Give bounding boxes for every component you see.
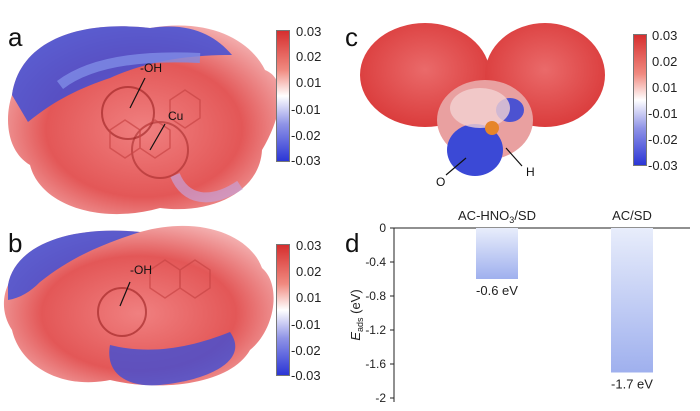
panel-d-bar-chart: 0 -0.4 -0.8 -1.2 -1.6 -2 Eads (eV) AC-HNO3/SD -… <box>348 208 690 405</box>
colorbar-c <box>633 34 647 166</box>
colorbar-a-tick: 0.03 <box>296 24 322 39</box>
callout-b-oh-arrow <box>119 281 131 307</box>
callout-a-oh-arrow <box>129 77 146 109</box>
colorbar-b <box>276 244 290 376</box>
colorbar-b-tick: -0.01 <box>291 317 321 332</box>
bar <box>476 228 518 279</box>
colorbar-a-tick: -0.03 <box>291 153 321 168</box>
y-tick-label: -0.4 <box>365 255 386 269</box>
colorbar-c-tick: -0.01 <box>648 106 678 121</box>
colorbar-c-tick: 0.01 <box>652 80 678 95</box>
colorbar-c-tick: 0.02 <box>652 54 678 69</box>
category-label: AC-HNO3/SD <box>458 208 536 225</box>
bar-labels: AC-HNO3/SD -0.6 eV AC/SD -1.7 eV <box>458 208 653 392</box>
bars <box>476 228 653 373</box>
panel-a-esp-surface <box>7 25 280 215</box>
y-tick-label: -1.6 <box>365 357 386 371</box>
colorbar-c-tick: 0.03 <box>652 28 678 43</box>
colorbar-a <box>276 30 290 162</box>
colorbar-c-tick: -0.02 <box>648 132 678 147</box>
colorbar-b-tick: 0.02 <box>296 264 322 279</box>
colorbar-b-tick: 0.01 <box>296 290 322 305</box>
colorbar-b-tick: -0.02 <box>291 343 321 358</box>
colorbar-a-tick: 0.02 <box>296 49 322 64</box>
panel-letter-d: d <box>345 228 360 258</box>
callout-a-oh: -OH <box>140 61 162 75</box>
y-axis-label: Eads (eV) <box>348 289 365 340</box>
y-tick-label: 0 <box>379 221 386 235</box>
bar <box>611 228 653 373</box>
callout-a-cu-arrow <box>149 123 166 151</box>
data-label: -0.6 eV <box>476 283 518 298</box>
y-ticks: 0 -0.4 -0.8 -1.2 -1.6 -2 Eads (eV) <box>348 221 394 405</box>
panel-letter-b: b <box>8 228 23 258</box>
category-label: AC/SD <box>612 208 652 223</box>
callout-c-h-arrow <box>505 147 523 167</box>
y-tick-label: -0.8 <box>365 289 386 303</box>
panel-letter-a: a <box>8 22 23 52</box>
callout-b-oh: -OH <box>130 263 152 277</box>
y-tick-label: -1.2 <box>365 323 386 337</box>
data-label: -1.7 eV <box>611 377 653 392</box>
colorbar-b-tick: 0.03 <box>296 238 322 253</box>
y-tick-label: -2 <box>375 391 386 405</box>
panel-b-esp-surface <box>3 225 274 386</box>
panel-letter-c: c <box>345 22 358 52</box>
callout-a-cu: Cu <box>168 109 183 123</box>
colorbar-a-tick: -0.01 <box>291 102 321 117</box>
callout-c-o: O <box>436 175 445 189</box>
callout-c-o-arrow <box>445 157 467 176</box>
colorbar-b-tick: -0.03 <box>291 368 321 383</box>
callout-c-h: H <box>526 165 535 179</box>
colorbar-a-tick: 0.01 <box>296 75 322 90</box>
colorbar-a-tick: -0.02 <box>291 128 321 143</box>
colorbar-c-tick: -0.03 <box>648 158 678 173</box>
panel-c-esp-surface <box>360 23 605 176</box>
